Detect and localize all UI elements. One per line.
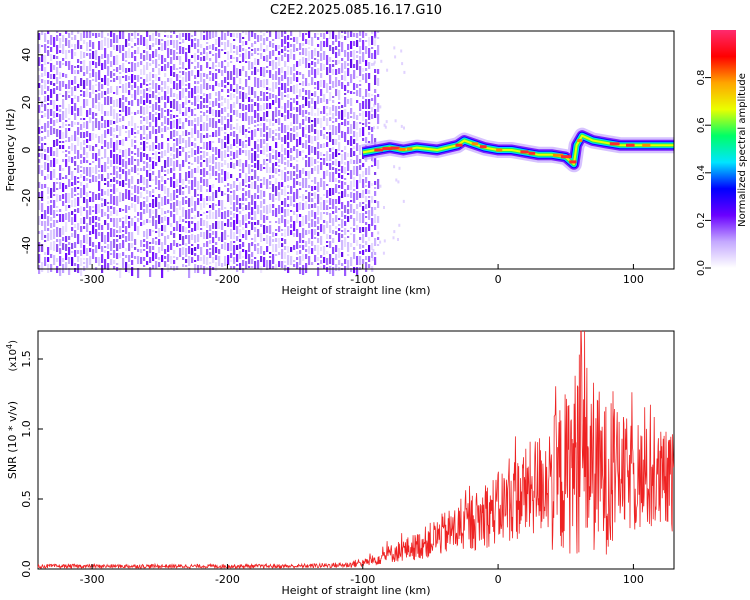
- snr-scale-factor: (x104): [5, 340, 19, 372]
- snr-y-ticks: 0.0 0.5 1.0 1.5: [20, 350, 43, 578]
- spectrogram-y-ticks: -40 -20 0 20 40: [20, 48, 43, 254]
- snr-x-label: Height of straight line (km): [281, 584, 430, 597]
- colorbar-tick-label: 0.2: [696, 212, 707, 228]
- y-tick-label: 20: [20, 95, 33, 109]
- x-tick-label: 100: [623, 273, 644, 286]
- x-tick-label: 0: [495, 573, 502, 586]
- snr-panel: -300 -200 -100 0 100 0.0 0.5 1.0 1.5 Height of …: [5, 330, 675, 597]
- x-tick-label: -100: [350, 273, 375, 286]
- y-tick-label: 0.0: [20, 560, 33, 578]
- x-tick-label: -200: [215, 573, 240, 586]
- spectrogram-plot-area: [38, 31, 674, 278]
- svg-text:(x104): (x104): [5, 340, 19, 372]
- snr-scale-exponent: 4: [5, 344, 14, 349]
- colorbar-ticks: 0.0 0.2 0.4 0.6 0.8: [696, 70, 711, 276]
- y-tick-label: 0.5: [20, 490, 33, 508]
- y-tick-label: 0: [20, 147, 33, 154]
- noise-speckle: [38, 31, 406, 278]
- chart-title: C2E2.2025.085.16.17.G10: [270, 3, 442, 18]
- x-tick-label: -300: [80, 273, 105, 286]
- snr-y-label: SNR (10 * v/v): [6, 401, 19, 479]
- colorbar-tick-label: 0.6: [696, 117, 707, 133]
- colorbar-tick-label: 0.0: [696, 260, 707, 276]
- x-tick-label: 100: [623, 573, 644, 586]
- colorbar-label: Normalized spectral amplitude: [737, 73, 748, 227]
- x-tick-label: -200: [215, 273, 240, 286]
- y-tick-label: -40: [20, 236, 33, 254]
- snr-line: [37, 330, 674, 570]
- colorbar-gradient: [711, 30, 736, 268]
- x-tick-label: -300: [80, 573, 105, 586]
- colorbar-tick-label: 0.8: [696, 70, 707, 86]
- colorbar-tick-label: 0.4: [696, 165, 707, 181]
- x-tick-label: 0: [495, 273, 502, 286]
- spectrogram-x-ticks: -300 -200 -100 0 100: [80, 264, 644, 286]
- snr-scale-label: (x10: [8, 349, 19, 372]
- spectrogram-x-label: Height of straight line (km): [281, 284, 430, 297]
- snr-x-ticks: -300 -200 -100 0 100: [80, 564, 644, 586]
- y-tick-label: 1.0: [20, 420, 33, 438]
- spectrogram-y-label: Frequency (Hz): [4, 109, 17, 192]
- y-tick-label: 40: [20, 48, 33, 62]
- signal-track: [361, 127, 674, 173]
- y-tick-label: 1.5: [20, 350, 33, 368]
- y-tick-label: -20: [20, 189, 33, 207]
- snr-frame: [37, 330, 675, 570]
- snr-plot-area: [37, 330, 674, 570]
- colorbar: 0.0 0.2 0.4 0.6 0.8 Normalized spectral ampl…: [696, 30, 748, 276]
- x-tick-label: -100: [350, 573, 375, 586]
